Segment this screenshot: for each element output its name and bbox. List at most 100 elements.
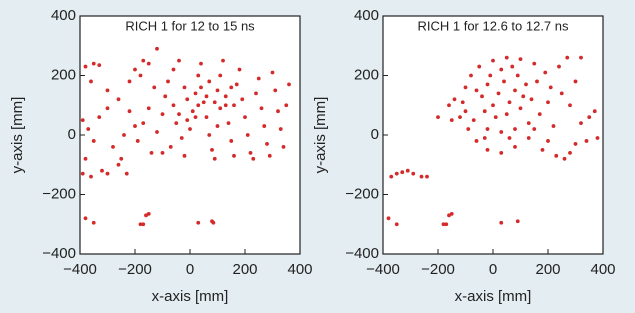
point: [540, 147, 545, 152]
y-tick-label: 200: [51, 66, 76, 83]
point: [447, 103, 451, 108]
point: [265, 142, 269, 146]
point: [133, 67, 137, 72]
point: [474, 139, 479, 143]
point: [196, 73, 201, 78]
point: [149, 150, 154, 155]
point: [463, 85, 468, 90]
point: [210, 147, 214, 152]
point: [499, 130, 504, 134]
point: [135, 139, 140, 143]
point: [559, 91, 564, 96]
point: [526, 136, 531, 140]
point: [504, 55, 509, 60]
point: [535, 79, 539, 84]
point: [155, 130, 159, 134]
point: [400, 170, 405, 175]
point: [273, 88, 278, 93]
point: [507, 136, 512, 140]
plot-area: [79, 15, 301, 255]
point: [493, 115, 498, 120]
y-tick-label: 0: [68, 126, 76, 143]
point: [592, 109, 597, 114]
point: [245, 133, 250, 137]
point: [91, 220, 96, 225]
point: [185, 97, 190, 102]
point: [524, 82, 528, 87]
y-tick-label: 400: [354, 7, 379, 24]
x-tick-label: 200: [535, 261, 560, 278]
x-tick-label: −400: [366, 261, 400, 278]
point: [124, 171, 129, 176]
point: [513, 88, 517, 93]
point: [504, 112, 509, 117]
point: [482, 136, 487, 140]
point: [251, 156, 256, 161]
point: [211, 220, 216, 225]
point: [215, 124, 220, 128]
y-axis-label: y-axis [mm]: [9, 97, 26, 174]
x-tick-label: −200: [118, 261, 152, 278]
point: [100, 168, 104, 173]
point: [394, 222, 399, 227]
point: [278, 127, 283, 131]
point: [193, 91, 198, 96]
point: [518, 106, 523, 111]
point: [529, 97, 534, 102]
point: [546, 100, 550, 105]
point: [419, 174, 424, 179]
y-tick-label: −200: [42, 185, 76, 202]
point: [502, 79, 506, 84]
point: [389, 174, 394, 179]
point: [515, 73, 520, 78]
point: [177, 58, 181, 63]
point: [405, 168, 410, 173]
point: [267, 153, 272, 158]
point: [116, 97, 121, 102]
point: [83, 216, 88, 221]
point: [543, 70, 548, 75]
point: [232, 103, 236, 108]
point: [146, 61, 151, 66]
point: [174, 121, 179, 125]
point: [557, 64, 561, 69]
point: [207, 79, 212, 84]
point: [466, 127, 471, 131]
x-axis-label: x-axis [mm]: [455, 288, 532, 305]
point: [141, 222, 146, 227]
point: [204, 115, 209, 120]
y-axis-label: y-axis [mm]: [312, 97, 329, 174]
point: [196, 220, 201, 225]
point: [223, 103, 228, 108]
point: [510, 64, 515, 69]
point: [207, 133, 212, 137]
point: [229, 85, 234, 90]
point: [138, 222, 143, 227]
x-tick-label: 0: [186, 261, 194, 278]
point: [229, 139, 234, 143]
point: [281, 145, 286, 149]
point: [284, 103, 289, 108]
x-tick-label: −400: [63, 261, 97, 278]
point: [86, 127, 91, 131]
point: [160, 150, 165, 155]
point: [499, 220, 504, 225]
point: [190, 109, 195, 114]
y-tick-label: 400: [51, 7, 76, 24]
point: [463, 109, 468, 114]
point: [496, 91, 501, 96]
x-tick-label: 200: [232, 261, 257, 278]
point: [193, 115, 198, 120]
point: [234, 82, 239, 87]
point: [146, 106, 151, 111]
point: [83, 64, 88, 69]
point: [226, 121, 231, 125]
point: [485, 147, 490, 152]
point: [469, 73, 473, 78]
point: [532, 61, 537, 66]
point: [595, 136, 600, 140]
point: [166, 79, 170, 84]
point: [160, 112, 165, 117]
point: [441, 222, 446, 227]
point: [474, 88, 479, 93]
